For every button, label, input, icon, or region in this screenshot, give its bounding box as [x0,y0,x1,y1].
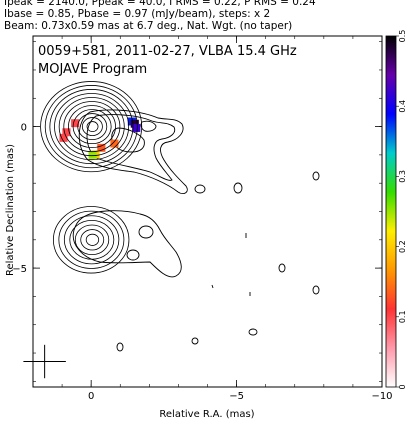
core-contour [63,101,121,153]
colorbar: 0 0.1 0.2 0.3 0.4 0.5 [385,30,407,390]
polarization-layer [59,117,141,159]
core-contour [49,89,134,165]
beam-marker [23,344,66,379]
colorbar-tick-label: 0.2 [398,240,407,253]
polarization-pixel [132,124,141,132]
x-tick-label: −10 [371,391,392,402]
colorbar-tick-label: 0.3 [398,170,407,183]
core-contour [72,109,112,145]
y-tick-label: 0 [21,123,27,134]
colorbar-gradient [385,35,397,388]
polarization-pixel [97,143,106,152]
second-core-contour [80,229,105,251]
core-contour [40,81,143,173]
isolated-contour [312,171,320,181]
colorbar-tick-label: 0.5 [398,30,407,43]
colorbar-tick-label: 0.4 [398,100,407,113]
core-contour [81,117,103,137]
core-contour [58,97,125,157]
second-core-contour [52,206,130,274]
core-contour [68,105,116,149]
y-axis-label: Relative Declination (mas) [5,144,16,276]
second-core-contour [85,233,100,246]
second-core-contour [58,210,125,269]
second-component-knot [138,225,154,239]
core-contour [54,93,130,161]
polarization-pixel [110,139,119,148]
core-contours [40,81,143,274]
isolated-contour [116,342,124,352]
core-contour [77,113,108,141]
stats-line-1: Ipeak = 2140.0, Ppeak = 40.0, I RMS = 0.… [4,0,316,8]
core-contour [44,85,138,169]
isolated-contour [211,284,214,289]
beam-line: Beam: 0.73x0.59 mas at 6.7 deg., Nat. Wg… [4,20,293,32]
x-tick-label: 0 [88,391,94,402]
jet-inner-blob [140,120,157,132]
stats-line-2: Ibase = 0.85, Pbase = 0.97 (mJy/beam), s… [4,8,271,20]
axes: 0 −5 −10 0 −5 [12,36,393,402]
polarization-pixel [59,133,68,142]
core-contour [86,121,99,132]
isolated-contour [233,182,243,194]
isolated-contour [191,337,199,345]
jet-contour-3 [111,127,145,153]
second-core-contour [74,224,110,256]
second-core-contour [69,219,115,260]
jet-contour-2 [86,114,176,181]
polarization-pixel [130,119,139,128]
second-core-contour [63,215,120,265]
colorbar-tick-label: 0 [398,384,407,389]
isolated-contour [194,184,206,194]
jet-contours [72,109,320,352]
second-component-outer [72,210,182,278]
isolated-contour [278,263,286,273]
isolated-contour [312,285,320,295]
isolated-contour [248,328,258,336]
x-axis-label: Relative R.A. (mas) [159,409,254,420]
polarization-pixel [88,150,97,159]
chart-title: 0059+581, 2011-02-27, VLBA 15.4 GHz [38,44,297,59]
y-tick-label: −5 [12,264,27,275]
x-tick-label: −5 [229,391,244,402]
polarization-pixel [71,119,80,128]
colorbar-tick-label: 0.1 [398,310,407,323]
chart-subtitle: MOJAVE Program [38,62,147,77]
polarization-pixel [62,128,71,137]
isolated-contour [126,249,140,261]
